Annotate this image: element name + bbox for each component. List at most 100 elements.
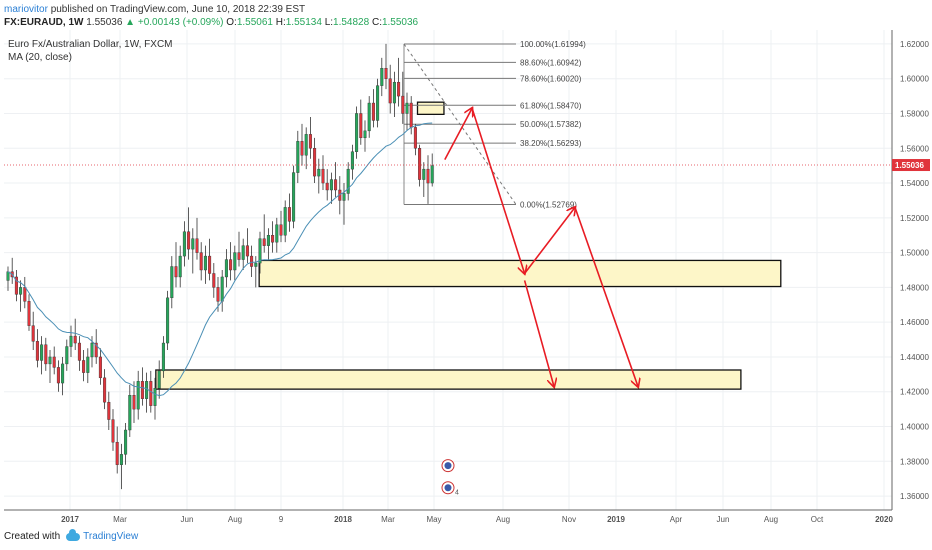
candle-down — [245, 245, 249, 257]
candle-up — [405, 102, 409, 114]
support-zone-1 — [258, 259, 782, 288]
candle-down — [325, 182, 329, 191]
candle-down — [140, 381, 144, 399]
candle-up — [430, 165, 434, 184]
y-tick-label: 1.36000 — [900, 492, 929, 501]
author-link[interactable]: mariovitor — [4, 4, 48, 15]
candle-up — [346, 168, 350, 194]
high-value: 1.55134 — [285, 17, 322, 28]
candle-down — [287, 207, 291, 222]
candle-down — [313, 148, 317, 177]
chart-header: mariovitor published on TradingView.com,… — [4, 3, 418, 29]
x-tick-label: Mar — [113, 515, 127, 524]
candle-up — [380, 68, 384, 86]
candle-up — [224, 259, 228, 278]
candle-up — [292, 172, 296, 222]
candle-down — [23, 287, 27, 302]
zones-layer — [155, 101, 782, 390]
candle-down — [384, 68, 388, 79]
candle-down — [371, 102, 375, 121]
ma-line — [7, 122, 433, 397]
y-tick-label: 1.46000 — [900, 318, 929, 327]
candle-down — [308, 134, 312, 149]
x-tick-label: Aug — [764, 515, 778, 524]
candle-up — [355, 113, 359, 152]
symbol-label: FX:EURAUD, 1W — [4, 17, 84, 28]
fib-trend-line — [403, 43, 517, 205]
candle-up — [254, 262, 258, 267]
candle-down — [388, 78, 392, 104]
candle-down — [300, 141, 304, 156]
y-tick-label: 1.58000 — [900, 109, 929, 118]
candle-down — [52, 356, 56, 368]
candle-up — [317, 168, 321, 177]
x-tick-label: 2020 — [875, 515, 893, 524]
candle-up — [65, 346, 69, 365]
y-tick-label: 1.62000 — [900, 40, 929, 49]
y-tick-label: 1.54000 — [900, 179, 929, 188]
high-label: H: — [275, 17, 286, 28]
candle-up — [170, 266, 174, 299]
close-label: C: — [371, 17, 382, 28]
projection-arrow — [444, 108, 472, 160]
y-tick-label: 1.56000 — [900, 144, 929, 153]
fib-level-label: 38.20%(1.56293) — [520, 139, 582, 148]
x-tick-label: 2018 — [334, 515, 352, 524]
candle-down — [262, 238, 266, 246]
ma-layer — [7, 122, 433, 397]
candle-up — [182, 231, 186, 257]
candle-down — [14, 276, 18, 295]
x-tick-label: Jun — [717, 515, 730, 524]
candle-up — [220, 276, 224, 302]
candle-up — [376, 85, 380, 121]
candle-up — [90, 342, 94, 358]
fib-level-label: 61.80%(1.58470) — [520, 101, 582, 110]
projection-arrow — [471, 108, 524, 273]
tradingview-logo[interactable]: TradingView — [66, 528, 138, 542]
fib-layer: 100.00%(1.61994) 88.60%(1.60942) 78.60%(1.… — [403, 40, 586, 209]
x-tick-label: May — [426, 515, 441, 524]
candle-up — [342, 193, 346, 201]
resistance-zone — [416, 101, 445, 115]
candle-down — [426, 168, 430, 184]
candle-down — [237, 252, 241, 260]
candle-down — [229, 259, 233, 271]
candle-down — [250, 255, 254, 267]
candle-down — [82, 360, 86, 373]
y-tick-label: 1.38000 — [900, 457, 929, 466]
candle-down — [187, 231, 191, 250]
candle-up — [40, 344, 44, 361]
current-price-badge — [892, 159, 930, 172]
candles-layer — [6, 43, 434, 490]
fib-level-label: 100.00%(1.61994) — [520, 40, 586, 49]
candle-up — [6, 271, 10, 281]
candle-up — [304, 134, 308, 156]
fib-level-label: 0.00%(1.52769) — [520, 200, 577, 209]
flag-icon — [444, 484, 452, 492]
candle-down — [216, 287, 220, 302]
candle-up — [48, 356, 52, 365]
candle-down — [94, 342, 98, 358]
open-value: 1.55061 — [236, 17, 273, 28]
projection-arrow — [523, 207, 575, 274]
published-info: published on TradingView.com, June 10, 2… — [50, 4, 306, 15]
x-tick-label: Jun — [181, 515, 194, 524]
candle-up — [266, 235, 270, 246]
legend-title: Euro Fx/Australian Dollar, 1W, FXCM — [8, 39, 173, 50]
low-label: L: — [324, 17, 334, 28]
candle-up — [191, 238, 195, 250]
fib-level-label: 88.60%(1.60942) — [520, 58, 582, 67]
candle-down — [56, 367, 60, 384]
y-tick-label: 1.42000 — [900, 388, 929, 397]
candle-up — [392, 81, 396, 104]
candle-up — [136, 381, 140, 410]
candle-up — [329, 179, 333, 191]
event-markers-layer: 4 — [441, 459, 459, 497]
candle-down — [359, 113, 363, 139]
candle-down — [73, 335, 77, 344]
candle-down — [397, 81, 401, 97]
candle-down — [418, 148, 422, 180]
candle-up — [86, 356, 90, 373]
candle-down — [413, 127, 417, 149]
